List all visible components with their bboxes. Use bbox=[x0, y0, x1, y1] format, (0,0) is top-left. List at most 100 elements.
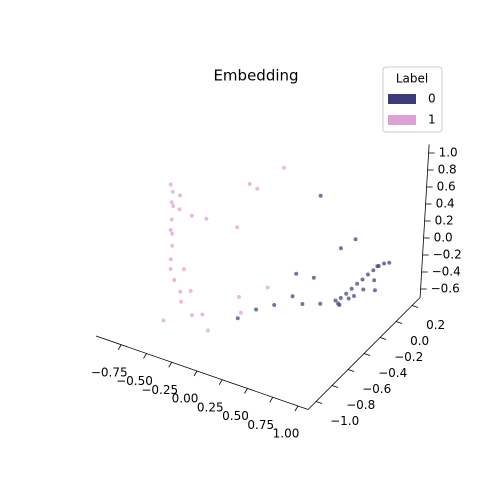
point bbox=[189, 213, 194, 218]
legend-label: 0 bbox=[428, 92, 436, 106]
z-tick-label: 0.2 bbox=[435, 214, 454, 228]
point bbox=[188, 289, 193, 293]
point bbox=[177, 207, 182, 212]
x-tick-label: −0.25 bbox=[141, 383, 178, 397]
point bbox=[171, 204, 176, 208]
legend-swatch bbox=[388, 115, 416, 125]
x-tick-label: 0.50 bbox=[222, 409, 249, 423]
point bbox=[178, 193, 183, 198]
point bbox=[281, 165, 286, 170]
point bbox=[372, 288, 377, 293]
point bbox=[237, 295, 241, 299]
x-tick-label: 0.00 bbox=[172, 392, 199, 406]
point bbox=[371, 268, 376, 273]
point bbox=[168, 228, 173, 232]
point bbox=[169, 200, 174, 205]
legend-label: 1 bbox=[428, 113, 436, 127]
point bbox=[272, 303, 277, 307]
x-tick bbox=[117, 344, 122, 350]
point bbox=[170, 231, 175, 236]
y-tick bbox=[315, 401, 323, 404]
point bbox=[311, 275, 316, 280]
point bbox=[344, 291, 349, 296]
point bbox=[290, 294, 295, 299]
point bbox=[265, 285, 270, 290]
z-tick-label: 1.0 bbox=[439, 146, 458, 160]
point bbox=[235, 225, 240, 230]
point bbox=[318, 301, 323, 306]
point bbox=[247, 182, 252, 186]
z-tick-label: 0.6 bbox=[437, 180, 456, 194]
point bbox=[179, 299, 184, 304]
x-axis bbox=[95, 335, 309, 410]
chart-title: Embedding bbox=[213, 67, 298, 85]
point bbox=[238, 310, 243, 315]
point bbox=[338, 246, 343, 251]
y-tick-label: −0.6 bbox=[362, 382, 391, 396]
y-tick bbox=[331, 385, 339, 388]
point bbox=[387, 260, 392, 265]
point bbox=[318, 193, 323, 198]
x-tick bbox=[244, 388, 248, 394]
point bbox=[338, 296, 343, 300]
x-tick-label: −0.75 bbox=[91, 365, 128, 379]
point bbox=[375, 264, 380, 269]
point bbox=[168, 266, 173, 271]
y-tick-label: −0.8 bbox=[346, 398, 375, 412]
x-tick bbox=[168, 362, 173, 368]
point bbox=[372, 278, 377, 283]
point bbox=[333, 298, 338, 303]
x-tick bbox=[143, 353, 147, 359]
z-tick-label: 0.0 bbox=[434, 231, 453, 245]
legend-title: Label bbox=[396, 72, 428, 86]
point bbox=[172, 278, 177, 282]
x-tick-label: 1.00 bbox=[273, 427, 300, 441]
legend-swatch bbox=[388, 94, 416, 104]
point bbox=[361, 287, 366, 292]
x-tick-label: 0.25 bbox=[197, 400, 224, 414]
y-tick bbox=[363, 353, 371, 356]
point bbox=[355, 281, 360, 286]
y-tick-label: 0.0 bbox=[410, 334, 429, 348]
y-tick bbox=[379, 337, 387, 340]
point bbox=[170, 189, 175, 194]
point bbox=[200, 312, 205, 317]
x-tick bbox=[269, 397, 274, 403]
point bbox=[365, 272, 370, 277]
point bbox=[235, 316, 240, 321]
point bbox=[178, 289, 183, 294]
y-tick-label: −1.0 bbox=[330, 414, 359, 428]
x-tick-label: 0.75 bbox=[247, 418, 274, 432]
point bbox=[169, 217, 174, 222]
point bbox=[170, 243, 175, 248]
point bbox=[204, 216, 209, 221]
point bbox=[352, 294, 356, 298]
point bbox=[255, 186, 260, 191]
point bbox=[168, 182, 173, 187]
z-tick-label: −0.6 bbox=[431, 282, 460, 296]
x-tick bbox=[294, 405, 299, 412]
z-tick-label: −0.2 bbox=[433, 248, 462, 262]
point bbox=[181, 267, 186, 272]
point bbox=[346, 296, 351, 301]
point bbox=[360, 277, 365, 282]
point bbox=[300, 302, 305, 306]
z-tick-label: 0.4 bbox=[436, 197, 455, 211]
point bbox=[161, 318, 166, 323]
x-tick bbox=[218, 379, 223, 385]
y-tick-label: 0.2 bbox=[426, 318, 445, 332]
point bbox=[294, 271, 299, 276]
z-tick-label: 0.8 bbox=[438, 163, 457, 177]
y-tick bbox=[395, 321, 403, 324]
point bbox=[205, 328, 210, 333]
y-tick bbox=[347, 369, 355, 372]
y-tick-label: −0.2 bbox=[394, 350, 423, 364]
y-tick-label: −0.4 bbox=[378, 366, 407, 380]
point bbox=[382, 261, 387, 266]
point bbox=[189, 313, 194, 318]
point bbox=[353, 237, 358, 242]
point bbox=[337, 303, 342, 307]
x-tick bbox=[193, 370, 198, 377]
point bbox=[168, 257, 173, 262]
